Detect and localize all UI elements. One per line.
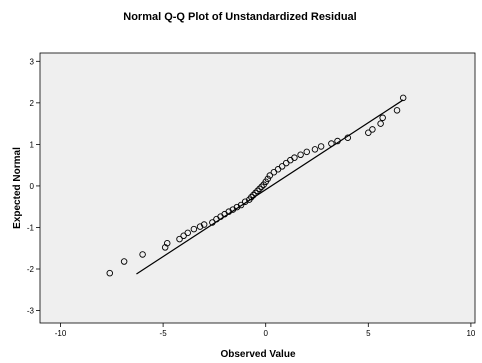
data-points: [106, 94, 407, 277]
y-tick-label: -3: [27, 307, 35, 316]
x-axis-label: Observed Value: [220, 349, 295, 360]
data-point: [250, 191, 257, 199]
data-point: [334, 137, 341, 145]
data-point: [106, 269, 114, 277]
data-point: [297, 151, 304, 159]
data-point: [233, 203, 241, 211]
data-point: [311, 146, 319, 153]
data-point: [344, 134, 352, 141]
data-point: [184, 229, 191, 237]
x-tick-label: 0: [263, 329, 268, 338]
data-point: [266, 172, 274, 179]
data-point: [139, 251, 146, 258]
data-point: [200, 221, 208, 228]
data-point: [278, 163, 286, 170]
data-point: [393, 107, 401, 114]
data-point: [377, 120, 384, 127]
data-point: [237, 201, 245, 209]
data-point: [176, 235, 183, 243]
y-tick-label: 0: [30, 182, 35, 191]
data-point: [163, 239, 171, 247]
data-point: [248, 193, 255, 201]
data-point: [256, 185, 263, 193]
data-point: [241, 198, 249, 205]
data-point: [317, 143, 325, 150]
x-tick-label: -5: [160, 329, 168, 338]
x-axis: -10 -5 0 5 10: [55, 323, 476, 338]
y-tick-label: 1: [30, 140, 35, 149]
y-axis-label: Expected Normal: [12, 147, 23, 229]
y-tick-label: 3: [30, 57, 35, 66]
data-point: [291, 154, 298, 161]
data-point: [365, 129, 372, 137]
data-point: [225, 208, 233, 215]
data-point: [252, 189, 259, 197]
data-point: [258, 183, 265, 191]
data-point: [303, 148, 310, 156]
data-point: [196, 223, 204, 230]
data-point: [379, 114, 386, 122]
y-tick-label: -2: [27, 265, 35, 274]
y-axis: -3 -2 -1 0 1 2 3: [27, 57, 40, 316]
y-tick-label: -1: [27, 223, 35, 232]
data-point: [209, 219, 216, 226]
reference-line: [136, 99, 404, 275]
x-tick-label: 5: [366, 329, 371, 338]
x-tick-label: -10: [55, 329, 67, 338]
data-point: [190, 225, 198, 233]
data-point: [254, 187, 261, 195]
x-tick-label: 10: [466, 329, 475, 338]
data-point: [161, 244, 169, 251]
data-point: [328, 140, 335, 147]
data-point: [264, 175, 272, 183]
data-point: [399, 94, 407, 102]
data-point: [369, 126, 376, 133]
chart-title: Normal Q-Q Plot of Unstandardized Residu…: [123, 11, 356, 23]
y-tick-label: 2: [30, 99, 35, 108]
data-point: [120, 258, 128, 265]
